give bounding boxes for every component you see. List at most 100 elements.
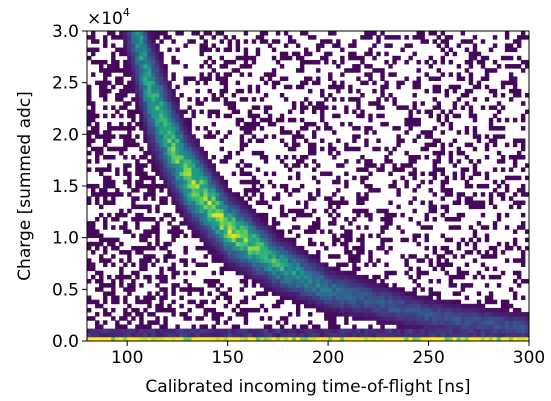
heatmap-cell <box>308 150 313 156</box>
heatmap-cell <box>155 328 160 334</box>
heatmap-cell <box>516 138 522 143</box>
heatmap-cell <box>368 159 373 164</box>
heatmap-cell <box>167 35 172 40</box>
heatmap-cell <box>267 229 273 234</box>
heatmap-cell <box>219 266 225 272</box>
heatmap-cell <box>267 241 273 247</box>
heatmap-cell <box>267 287 273 292</box>
heatmap-cell <box>312 295 317 301</box>
heatmap-cell <box>436 332 441 338</box>
heatmap-cell <box>119 316 124 321</box>
heatmap-cell <box>420 312 425 317</box>
heatmap-cell <box>199 72 204 77</box>
heatmap-cell <box>372 43 377 48</box>
heatmap-cell <box>211 279 216 284</box>
heatmap-cell <box>424 146 429 152</box>
heatmap-cell <box>283 188 289 193</box>
heatmap-cell <box>324 287 329 292</box>
heatmap-cell <box>207 229 212 234</box>
heatmap-cell <box>155 237 160 243</box>
heatmap-cell <box>396 55 401 61</box>
heatmap-cell <box>344 200 349 205</box>
heatmap-cell <box>223 254 229 259</box>
heatmap-cell <box>436 299 441 305</box>
heatmap-cell <box>308 192 313 197</box>
heatmap-cell <box>328 142 333 148</box>
heatmap-cell <box>440 316 446 321</box>
heatmap-cell <box>336 150 341 156</box>
heatmap-cell <box>468 328 474 334</box>
heatmap-cell <box>368 31 373 36</box>
heatmap-cell <box>520 295 526 301</box>
heatmap-cell <box>95 241 100 247</box>
heatmap-cell <box>127 179 132 185</box>
heatmap-cell <box>340 332 345 338</box>
heatmap-cell <box>512 229 518 234</box>
heatmap-cell <box>119 266 124 272</box>
heatmap-cell <box>211 324 216 329</box>
heatmap-cell <box>95 196 100 201</box>
heatmap-cell <box>404 270 409 276</box>
heatmap-cell <box>199 51 204 57</box>
heatmap-cell <box>364 212 369 218</box>
heatmap-cell <box>139 47 144 53</box>
heatmap-cell <box>143 117 148 123</box>
heatmap-cell <box>328 303 333 309</box>
heatmap-cell <box>295 142 301 148</box>
heatmap-cell <box>111 237 116 243</box>
heatmap-cell <box>420 101 425 106</box>
heatmap-cell <box>504 225 510 230</box>
heatmap-cell <box>187 332 192 338</box>
heatmap-cell <box>524 64 530 69</box>
heatmap-cell <box>139 76 144 81</box>
heatmap-cell <box>167 221 172 226</box>
heatmap-cell <box>271 254 277 259</box>
heatmap-cell <box>384 43 389 48</box>
heatmap-cell <box>524 312 530 317</box>
heatmap-cell <box>444 245 450 251</box>
heatmap-cell <box>408 121 413 127</box>
heatmap-cell <box>328 212 333 218</box>
heatmap-cell <box>352 39 357 44</box>
heatmap-cell <box>440 204 446 210</box>
heatmap-cell <box>299 101 305 106</box>
heatmap-cell <box>163 196 168 201</box>
heatmap-cell <box>211 183 216 189</box>
heatmap-cell <box>91 233 96 239</box>
heatmap-cell <box>171 200 176 205</box>
heatmap-cell <box>87 299 92 305</box>
heatmap-cell <box>496 320 502 325</box>
heatmap-cell <box>352 146 357 152</box>
heatmap-cell <box>328 266 333 272</box>
heatmap-cell <box>328 204 333 210</box>
heatmap-cell <box>316 291 321 296</box>
heatmap-cell <box>440 188 446 193</box>
heatmap-cell <box>275 250 281 255</box>
heatmap-cell <box>99 274 104 280</box>
heatmap-cell <box>472 192 478 197</box>
heatmap-cell <box>295 283 301 288</box>
heatmap-cell <box>388 270 393 276</box>
heatmap-cell <box>143 68 148 73</box>
heatmap-cell <box>504 35 510 40</box>
heatmap-cell <box>396 84 401 90</box>
heatmap-cell <box>151 217 156 222</box>
heatmap-cell <box>392 287 397 292</box>
heatmap-cell <box>231 204 237 210</box>
heatmap-cell <box>275 237 281 243</box>
heatmap-cell <box>215 332 220 338</box>
heatmap-cell <box>211 200 216 205</box>
heatmap-cell <box>219 80 225 86</box>
heatmap-cell <box>207 204 212 210</box>
heatmap-cell <box>159 105 164 110</box>
heatmap-cell <box>308 279 313 284</box>
heatmap-cell <box>111 225 116 230</box>
heatmap-cell <box>396 316 401 321</box>
heatmap-cell <box>143 76 148 81</box>
heatmap-cell <box>159 134 164 139</box>
heatmap-cell <box>143 204 148 210</box>
heatmap-cell <box>384 336 389 342</box>
heatmap-cell <box>456 312 462 317</box>
heatmap-cell <box>368 283 373 288</box>
heatmap-cell <box>404 324 409 329</box>
